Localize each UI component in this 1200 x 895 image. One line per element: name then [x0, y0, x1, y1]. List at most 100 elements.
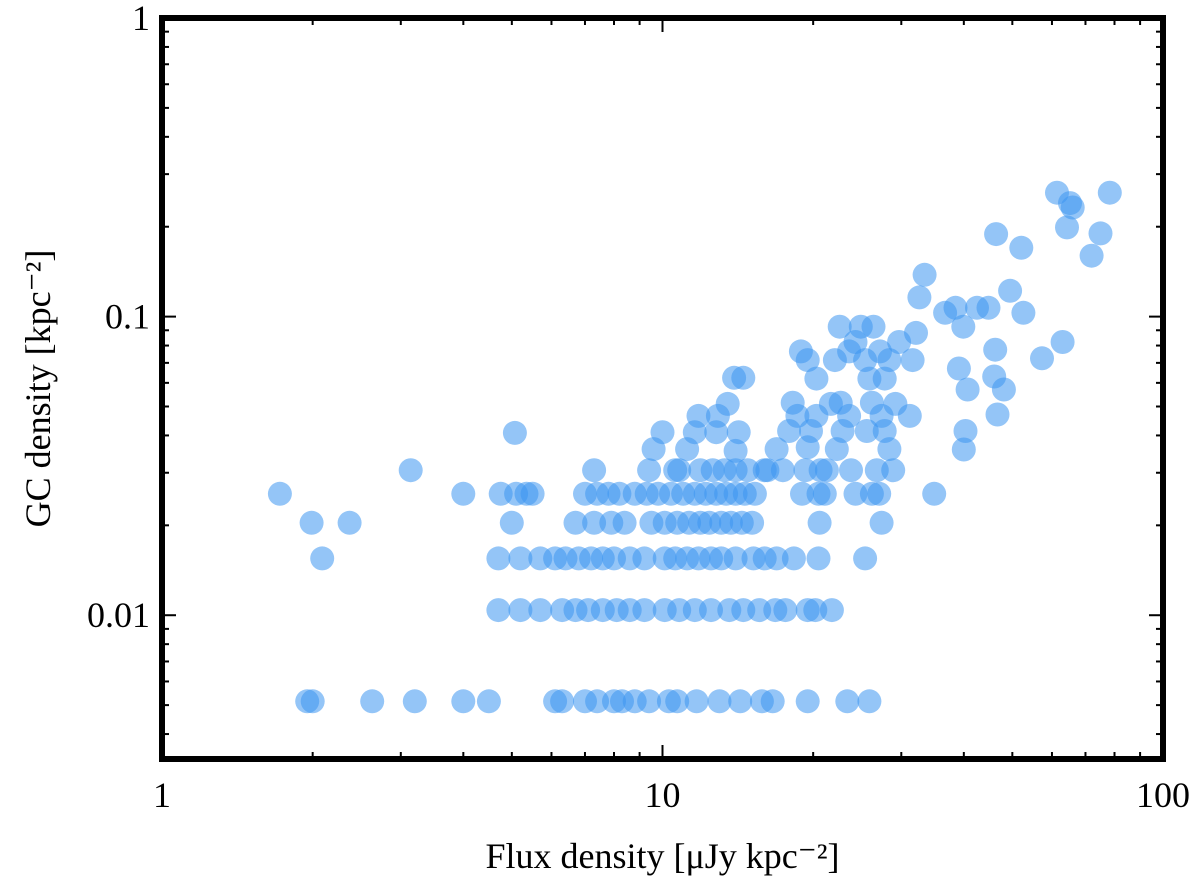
data-point — [563, 510, 588, 535]
data-point — [502, 420, 527, 445]
data-point — [663, 458, 688, 483]
data-point — [790, 481, 814, 506]
data-point — [984, 222, 1009, 247]
y-tick-label: 1 — [132, 0, 150, 38]
data-point — [835, 689, 860, 714]
data-point — [869, 510, 894, 535]
data-point — [637, 458, 662, 483]
data-point — [267, 481, 292, 506]
data-point — [550, 689, 575, 714]
data-point — [955, 377, 980, 402]
data-point — [976, 295, 1001, 320]
data-point — [637, 689, 662, 714]
data-point — [650, 420, 675, 445]
data-point — [398, 458, 423, 483]
data-point — [998, 278, 1023, 303]
data-point — [780, 390, 805, 415]
data-point — [881, 458, 906, 483]
data-point — [795, 689, 820, 714]
data-point — [912, 262, 937, 287]
x-axis-title: Flux density [μJy kpc⁻²] — [485, 836, 839, 876]
data-point — [781, 546, 806, 571]
data-point — [723, 546, 748, 571]
data-point — [742, 481, 767, 506]
data-point — [402, 689, 427, 714]
data-point — [770, 458, 795, 483]
data-point — [907, 285, 932, 310]
data-point — [582, 510, 607, 535]
data-point — [520, 481, 545, 506]
data-point — [904, 320, 928, 345]
data-point — [824, 437, 849, 462]
data-point — [806, 546, 831, 571]
data-point — [764, 437, 789, 462]
data-point — [1011, 300, 1036, 325]
data-point — [699, 598, 723, 623]
data-point — [686, 403, 711, 428]
data-point — [807, 510, 832, 535]
data-point — [853, 546, 878, 571]
data-point — [735, 458, 760, 483]
data-point — [632, 598, 657, 623]
data-point — [612, 510, 637, 535]
data-point — [728, 689, 753, 714]
data-point — [943, 295, 968, 320]
y-tick-label: 0.01 — [87, 595, 150, 635]
data-point — [1079, 243, 1104, 268]
data-point — [897, 403, 922, 428]
tick-labels-layer: 1 10 100 0.01 0.1 1 — [87, 0, 1190, 815]
data-point — [760, 689, 785, 714]
data-point — [812, 481, 837, 506]
data-point — [985, 402, 1010, 427]
data-point — [843, 481, 868, 506]
data-point — [723, 438, 748, 463]
data-point — [764, 546, 789, 571]
points-layer — [267, 180, 1122, 714]
data-point — [818, 391, 843, 416]
data-point — [300, 689, 325, 714]
x-tick-label: 10 — [645, 775, 681, 815]
data-point — [951, 314, 976, 339]
x-tick-label: 100 — [1136, 775, 1190, 815]
data-point — [859, 481, 884, 506]
y-axis-title: GC density [kpc⁻²] — [18, 250, 58, 528]
data-point — [1009, 235, 1034, 260]
data-point — [857, 689, 882, 714]
data-point — [877, 348, 902, 373]
data-point — [827, 314, 852, 339]
data-point — [360, 689, 385, 714]
data-point — [877, 437, 902, 462]
data-point — [951, 437, 976, 462]
data-point — [740, 510, 765, 535]
data-point — [337, 510, 362, 535]
data-point — [795, 348, 820, 373]
data-point — [310, 546, 335, 571]
data-point — [872, 366, 897, 391]
data-point — [722, 365, 747, 390]
data-point — [715, 391, 740, 416]
ticks-layer — [161, 17, 1163, 759]
data-point — [864, 458, 889, 483]
data-point — [451, 689, 476, 714]
data-point — [451, 481, 476, 506]
data-point — [839, 458, 863, 483]
data-point — [1060, 195, 1085, 220]
data-point — [486, 546, 511, 571]
data-point — [684, 689, 709, 714]
data-point — [665, 689, 690, 714]
data-point — [803, 598, 828, 623]
data-point — [476, 689, 501, 714]
data-point — [508, 546, 533, 571]
data-point — [707, 689, 732, 714]
data-point — [814, 458, 839, 483]
data-point — [991, 377, 1016, 402]
data-point — [508, 598, 533, 623]
data-point — [804, 366, 829, 391]
data-point — [953, 419, 978, 443]
data-point — [983, 337, 1008, 362]
data-point — [486, 598, 511, 623]
data-point — [837, 403, 862, 428]
data-point — [861, 314, 886, 339]
